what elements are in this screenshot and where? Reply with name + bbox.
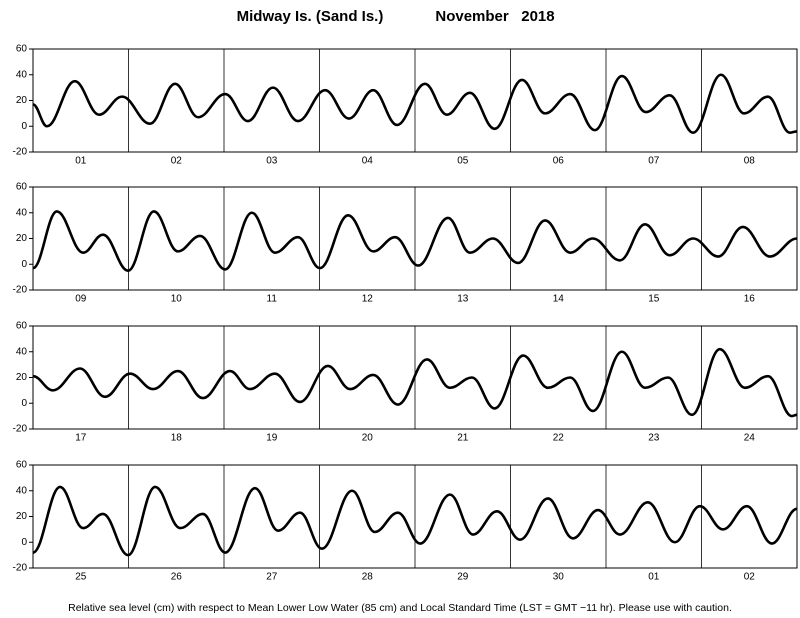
y-tick-label: 20 bbox=[16, 233, 28, 244]
y-tick-label: 20 bbox=[16, 95, 28, 106]
y-tick-label: 40 bbox=[16, 346, 28, 357]
x-tick-label: 21 bbox=[457, 433, 469, 444]
x-tick-label: 17 bbox=[75, 433, 87, 444]
x-tick-label: 08 bbox=[744, 156, 756, 167]
y-tick-label: 0 bbox=[21, 398, 27, 409]
x-tick-label: 14 bbox=[553, 294, 565, 305]
y-tick-label: -20 bbox=[13, 285, 28, 296]
tide-curve bbox=[32, 485, 798, 557]
x-tick-label: 30 bbox=[553, 572, 565, 583]
y-tick-label: 0 bbox=[21, 537, 27, 548]
x-tick-label: 16 bbox=[744, 294, 756, 305]
y-tick-label: 40 bbox=[16, 485, 28, 496]
x-tick-label: 25 bbox=[75, 572, 87, 583]
x-tick-label: 02 bbox=[171, 156, 183, 167]
y-tick-label: 40 bbox=[16, 69, 28, 80]
y-tick-label: 0 bbox=[21, 259, 27, 270]
y-tick-label: 60 bbox=[16, 321, 28, 332]
x-tick-label: 01 bbox=[75, 156, 87, 167]
y-tick-label: -20 bbox=[13, 424, 28, 435]
x-tick-label: 05 bbox=[457, 156, 469, 167]
x-tick-label: 24 bbox=[744, 433, 756, 444]
x-tick-label: 26 bbox=[171, 572, 183, 583]
y-tick-label: -20 bbox=[13, 563, 28, 574]
x-tick-label: 07 bbox=[648, 156, 660, 167]
x-tick-label: 11 bbox=[267, 294, 278, 305]
y-tick-label: 0 bbox=[21, 121, 27, 132]
x-tick-label: 01 bbox=[648, 572, 660, 583]
x-tick-label: 20 bbox=[362, 433, 374, 444]
x-tick-label: 23 bbox=[648, 433, 660, 444]
x-tick-label: 27 bbox=[266, 572, 278, 583]
x-tick-label: 10 bbox=[171, 294, 183, 305]
x-tick-label: 09 bbox=[75, 294, 87, 305]
x-tick-label: 03 bbox=[266, 156, 278, 167]
chart-title: Midway Is. (Sand Is.) bbox=[237, 8, 384, 25]
y-tick-label: 60 bbox=[16, 182, 28, 193]
tide-curve bbox=[32, 347, 798, 418]
chart-date: November 2018 bbox=[435, 8, 554, 25]
y-tick-label: 60 bbox=[16, 44, 28, 55]
x-tick-label: 02 bbox=[744, 572, 756, 583]
x-tick-label: 19 bbox=[266, 433, 278, 444]
x-tick-label: 28 bbox=[362, 572, 374, 583]
x-tick-label: 15 bbox=[648, 294, 660, 305]
tide-curve bbox=[32, 73, 798, 134]
tide-curve bbox=[32, 210, 798, 272]
y-tick-label: -20 bbox=[13, 147, 28, 158]
x-tick-label: 12 bbox=[362, 294, 374, 305]
y-tick-label: 40 bbox=[16, 207, 28, 218]
x-tick-label: 29 bbox=[457, 572, 469, 583]
x-tick-label: 06 bbox=[553, 156, 565, 167]
y-tick-label: 60 bbox=[16, 460, 28, 471]
x-tick-label: 18 bbox=[171, 433, 183, 444]
y-tick-label: 20 bbox=[16, 511, 28, 522]
x-tick-label: 22 bbox=[553, 433, 565, 444]
x-tick-label: 04 bbox=[362, 156, 374, 167]
footnote: Relative sea level (cm) with respect to … bbox=[68, 602, 732, 614]
y-tick-label: 20 bbox=[16, 372, 28, 383]
x-tick-label: 13 bbox=[457, 294, 469, 305]
